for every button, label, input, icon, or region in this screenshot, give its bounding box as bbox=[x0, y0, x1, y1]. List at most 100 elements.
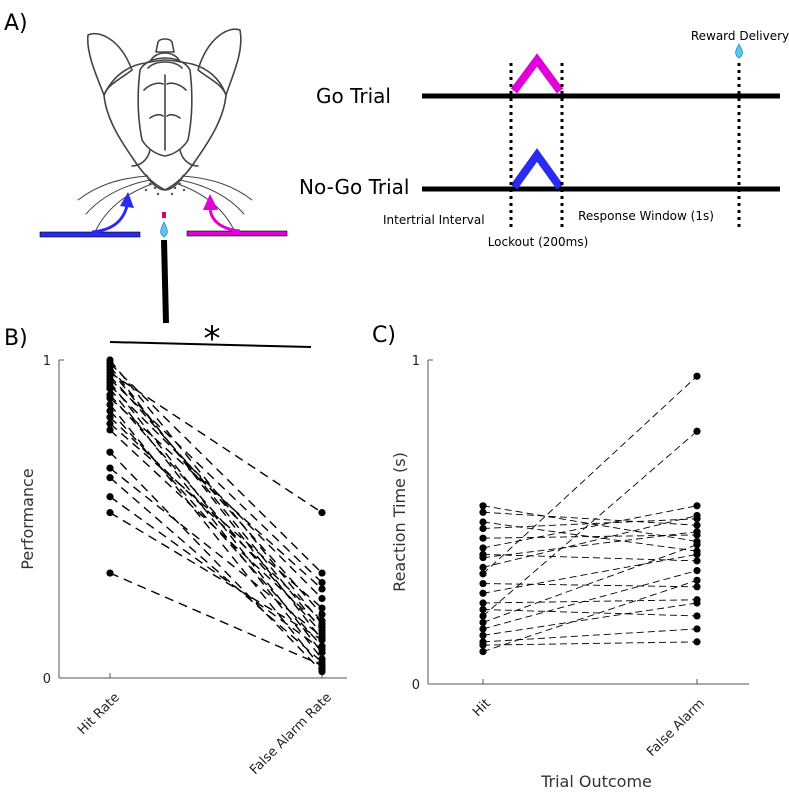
series-line bbox=[109, 362, 323, 574]
series-line bbox=[482, 641, 698, 646]
performance-chart: 0 1 Hit Rate False Alarm Rate Performance bbox=[18, 354, 347, 778]
x-tick-label: Hit bbox=[470, 696, 494, 720]
data-point bbox=[479, 579, 487, 588]
panel-c-label: C) bbox=[372, 323, 396, 348]
data-point bbox=[693, 521, 701, 529]
data-point bbox=[106, 474, 114, 482]
significance-bar bbox=[109, 341, 312, 348]
data-point bbox=[106, 569, 114, 577]
lockout-label: Lockout (200ms) bbox=[488, 235, 589, 249]
reaction-time-chart: 0 1 Hit False Alarm Reaction Time (s) Trial O… bbox=[390, 354, 749, 791]
data-point bbox=[693, 550, 701, 559]
data-point bbox=[318, 579, 326, 587]
series-line bbox=[482, 544, 698, 623]
series-line bbox=[109, 477, 323, 663]
series-line bbox=[109, 381, 323, 653]
data-point bbox=[479, 631, 487, 640]
y-tick-label: 1 bbox=[43, 354, 51, 369]
x-tick-label: False Alarm bbox=[644, 696, 708, 760]
data-point bbox=[693, 576, 701, 584]
series-line bbox=[482, 511, 698, 526]
data-point bbox=[479, 554, 487, 562]
series-line bbox=[109, 365, 323, 641]
series-line bbox=[109, 451, 323, 673]
significance-marker: * bbox=[204, 319, 221, 359]
series-line bbox=[482, 534, 698, 539]
series-line bbox=[109, 512, 323, 641]
series-line bbox=[109, 429, 323, 628]
data-point bbox=[693, 372, 701, 380]
data-point bbox=[106, 407, 114, 415]
whisker-pad-dots bbox=[144, 182, 186, 196]
series-line bbox=[109, 384, 323, 599]
data-point bbox=[106, 413, 114, 421]
series-line bbox=[482, 515, 698, 568]
data-point bbox=[693, 511, 701, 520]
series-line bbox=[482, 599, 698, 604]
data-point bbox=[106, 426, 114, 434]
lick-spout-tip bbox=[162, 212, 166, 218]
go-stimulus-icon bbox=[510, 53, 564, 94]
go-arrow-icon bbox=[203, 194, 218, 210]
series-line bbox=[482, 521, 698, 552]
data-point bbox=[479, 612, 487, 620]
y-tick-label: 0 bbox=[43, 672, 51, 687]
series-line bbox=[109, 416, 323, 622]
rat-head-illustration bbox=[77, 28, 253, 231]
data-point bbox=[106, 509, 114, 517]
data-point bbox=[479, 641, 487, 649]
trial-timeline: Go Trial No-Go Trial Reward Delivery Int… bbox=[299, 29, 789, 249]
series-line bbox=[482, 518, 698, 529]
data-point bbox=[318, 617, 326, 625]
data-point bbox=[106, 448, 114, 456]
series-line bbox=[482, 602, 698, 636]
data-point bbox=[106, 493, 114, 501]
data-point bbox=[479, 502, 487, 510]
data-point bbox=[318, 569, 326, 577]
data-point bbox=[318, 594, 326, 603]
data-point bbox=[693, 557, 701, 565]
data-point bbox=[318, 509, 326, 517]
series-line bbox=[109, 375, 323, 615]
reward-drop-icon bbox=[735, 43, 743, 59]
data-point bbox=[318, 636, 326, 644]
x-tick-label: False Alarm Rate bbox=[247, 690, 335, 778]
series-line bbox=[109, 423, 323, 609]
data-point bbox=[479, 648, 487, 656]
y-axis-title: Performance bbox=[18, 468, 37, 569]
data-point bbox=[693, 638, 701, 646]
data-point bbox=[479, 524, 487, 533]
series-line bbox=[482, 628, 698, 643]
data-point bbox=[318, 604, 326, 612]
data-point bbox=[318, 661, 326, 669]
nogo-stimulus-icon bbox=[510, 148, 564, 190]
series-line bbox=[109, 378, 323, 584]
x-axis-title: Trial Outcome bbox=[540, 772, 652, 791]
data-point bbox=[479, 508, 487, 516]
series-line bbox=[109, 369, 323, 631]
series-line bbox=[109, 372, 323, 514]
data-point bbox=[318, 645, 326, 653]
data-point bbox=[693, 583, 701, 591]
data-point bbox=[318, 610, 326, 619]
data-point bbox=[106, 394, 114, 402]
series-line bbox=[482, 609, 698, 617]
data-point bbox=[479, 563, 487, 571]
data-point bbox=[479, 625, 487, 633]
data-point bbox=[318, 623, 326, 631]
y-axis-title: Reaction Time (s) bbox=[390, 452, 409, 592]
lick-spout-bar bbox=[161, 239, 169, 324]
panel-b-label: B) bbox=[4, 326, 28, 351]
series-line bbox=[109, 572, 323, 666]
series-line bbox=[482, 553, 698, 594]
panel-a-label: A) bbox=[4, 11, 28, 36]
series-line bbox=[109, 410, 323, 647]
data-point bbox=[479, 518, 487, 526]
water-drop-icon bbox=[160, 221, 168, 238]
data-point bbox=[693, 502, 701, 510]
nogo-stimulus-bar bbox=[39, 231, 141, 238]
series-line bbox=[482, 531, 698, 559]
data-point bbox=[106, 420, 114, 428]
